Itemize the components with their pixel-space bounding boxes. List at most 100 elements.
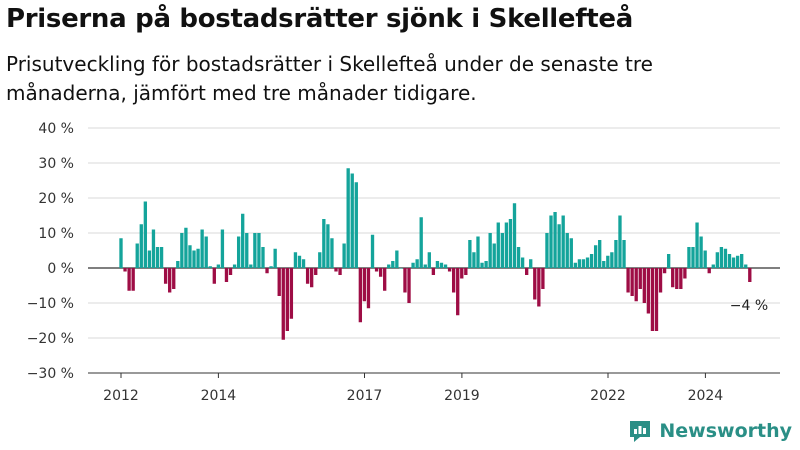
bar	[253, 233, 257, 268]
bar	[703, 250, 707, 268]
bar	[257, 233, 261, 268]
bar	[748, 268, 752, 282]
bar	[581, 259, 586, 268]
bar	[261, 247, 265, 268]
bar	[512, 203, 517, 268]
bar	[151, 229, 156, 268]
bar	[159, 247, 164, 268]
bar	[378, 268, 383, 277]
bar	[346, 168, 350, 268]
x-tick-label: 2012	[103, 388, 139, 404]
bar	[407, 268, 411, 303]
bar	[468, 240, 472, 268]
bar	[500, 233, 504, 268]
bar	[326, 224, 330, 268]
chart-title: Priserna på bostadsrätter sjönk i Skelle…	[6, 4, 633, 34]
bar	[585, 257, 590, 268]
bar	[634, 268, 638, 302]
bar	[285, 268, 289, 331]
bar	[249, 264, 253, 268]
bar	[723, 248, 728, 268]
bar	[691, 247, 695, 268]
bar	[411, 262, 415, 268]
bar	[293, 252, 298, 268]
bar	[220, 229, 225, 268]
bar	[614, 240, 618, 268]
bar	[606, 255, 610, 268]
bar	[322, 219, 326, 268]
bar	[147, 250, 152, 268]
bar	[593, 245, 598, 268]
bar	[537, 268, 541, 307]
bar	[456, 268, 460, 316]
bar	[172, 268, 176, 289]
bar	[423, 264, 427, 268]
bar	[476, 236, 480, 268]
y-tick-label: −20 %	[27, 331, 74, 347]
bar	[508, 219, 513, 268]
bar	[435, 261, 440, 268]
bar	[557, 224, 561, 268]
bar	[589, 254, 594, 268]
bar	[464, 268, 468, 275]
bar	[354, 182, 358, 268]
bar	[419, 217, 423, 268]
bar	[484, 261, 488, 268]
bar	[155, 247, 160, 268]
y-tick-label: −10 %	[27, 296, 74, 312]
bar	[305, 268, 310, 284]
bar	[204, 236, 208, 268]
bar	[699, 236, 703, 268]
bar	[391, 261, 395, 268]
bar	[265, 268, 269, 274]
bar	[241, 213, 245, 268]
bar	[431, 268, 436, 275]
bar	[334, 268, 338, 272]
bar	[297, 255, 302, 268]
bar	[630, 268, 634, 296]
bar	[549, 215, 553, 268]
bar	[679, 268, 683, 289]
bar	[196, 248, 200, 268]
bar	[675, 268, 679, 289]
y-tick-label: 20 %	[38, 191, 74, 207]
bar	[520, 257, 525, 268]
bar	[236, 236, 241, 268]
bar	[176, 261, 180, 268]
bar	[695, 222, 699, 268]
bar	[598, 240, 602, 268]
y-tick-label: −30 %	[27, 366, 74, 382]
bar	[192, 250, 196, 268]
x-tick-label: 2019	[444, 388, 480, 404]
bar	[626, 268, 630, 293]
bar	[525, 268, 529, 275]
bar	[533, 268, 537, 300]
bar	[212, 268, 216, 284]
bar	[415, 259, 419, 268]
bar	[541, 268, 545, 289]
bar	[727, 254, 732, 268]
bar	[342, 243, 346, 268]
bar	[719, 247, 724, 268]
bar	[577, 259, 582, 268]
y-tick-label: 10 %	[38, 226, 74, 242]
y-tick-label: 40 %	[38, 121, 74, 137]
brand-name: Newsworthy	[659, 420, 792, 442]
bar	[358, 268, 363, 323]
bar	[224, 268, 229, 282]
bar	[399, 268, 403, 269]
bar	[545, 233, 549, 268]
bar	[687, 247, 691, 268]
bar	[208, 266, 212, 268]
bar	[492, 243, 496, 268]
bar	[638, 268, 642, 289]
bar	[383, 268, 387, 291]
bar	[439, 262, 444, 268]
newsworthy-logo-icon	[630, 421, 651, 442]
chart-subtitle: Prisutveckling för bostadsrätter i Skell…	[6, 52, 653, 105]
bar	[350, 173, 354, 268]
bar	[740, 254, 744, 268]
x-tick-label: 2022	[590, 388, 626, 404]
bar	[451, 268, 456, 293]
